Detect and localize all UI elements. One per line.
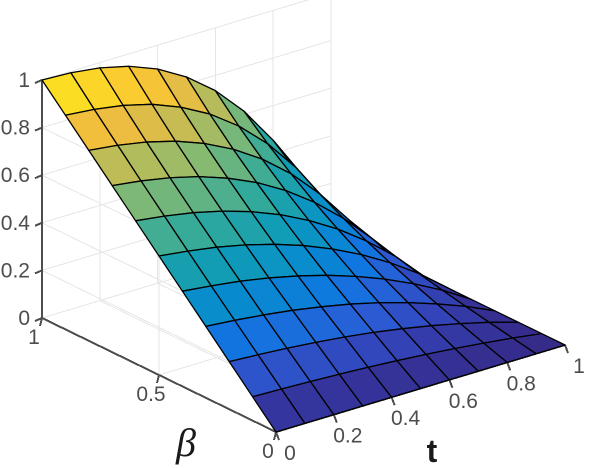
z-tick-label-1: 0.2 — [1, 259, 30, 282]
z-tick-label-0: 0 — [18, 307, 30, 330]
t-tick-label-3: 0.6 — [449, 390, 478, 413]
axis-title-t: t — [427, 433, 438, 468]
z-tick-label-5: 1 — [18, 69, 30, 92]
z-tick-label-2: 0.4 — [1, 212, 31, 235]
beta-tick-label-0: 0 — [262, 440, 274, 463]
z-tick-label-3: 0.6 — [1, 164, 30, 187]
t-tick-label-5: 1 — [573, 355, 585, 378]
z-tick-label-4: 0.8 — [1, 117, 30, 140]
surface-mesh — [41, 65, 566, 433]
t-tick-label-0: 0 — [284, 442, 296, 465]
beta-tick-label-2: 1 — [28, 326, 40, 349]
t-tick-label-1: 0.2 — [333, 425, 362, 448]
t-tick-label-4: 0.8 — [507, 372, 536, 395]
beta-tick-label-1: 0.5 — [136, 383, 165, 406]
t-tick-label-2: 0.4 — [391, 407, 421, 430]
axis-title-beta: β — [175, 420, 196, 465]
